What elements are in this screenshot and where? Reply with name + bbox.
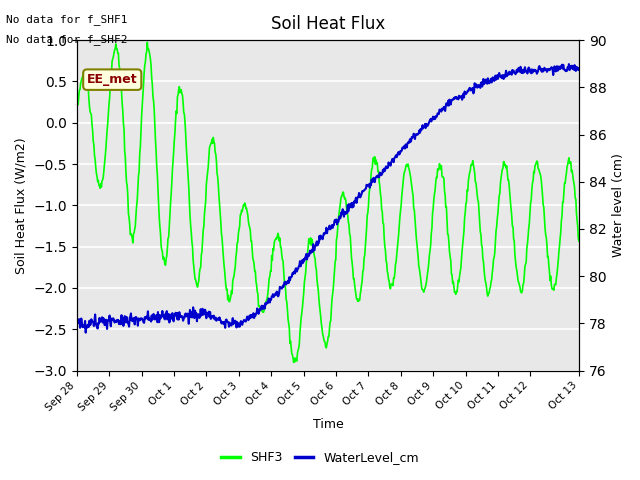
SHF3: [379, 220, 387, 226]
WaterLevel_cm: [104, 317, 112, 323]
SHF3: [394, 239, 402, 245]
SHF3: [290, 360, 298, 365]
Text: No data for f_SHF2: No data for f_SHF2: [6, 34, 128, 45]
WaterLevel_cm: [506, 69, 514, 75]
SHF3: [507, 200, 515, 205]
Title: Soil Heat Flux: Soil Heat Flux: [271, 15, 385, 33]
Text: No data for f_SHF1: No data for f_SHF1: [6, 14, 128, 25]
SHF3: [73, 104, 81, 110]
WaterLevel_cm: [378, 170, 386, 176]
SHF3: [575, 238, 583, 244]
WaterLevel_cm: [575, 67, 583, 73]
SHF3: [104, 121, 111, 127]
Line: SHF3: SHF3: [77, 42, 579, 362]
SHF3: [143, 39, 151, 45]
X-axis label: Time: Time: [312, 419, 343, 432]
Legend: SHF3, WaterLevel_cm: SHF3, WaterLevel_cm: [216, 446, 424, 469]
WaterLevel_cm: [394, 152, 401, 158]
SHF3: [366, 186, 374, 192]
Line: WaterLevel_cm: WaterLevel_cm: [77, 64, 579, 333]
Y-axis label: Water level (cm): Water level (cm): [612, 154, 625, 257]
WaterLevel_cm: [82, 330, 90, 336]
WaterLevel_cm: [365, 181, 373, 187]
Text: EE_met: EE_met: [87, 73, 138, 86]
SHF3: [455, 279, 463, 285]
WaterLevel_cm: [73, 320, 81, 326]
WaterLevel_cm: [565, 61, 573, 67]
WaterLevel_cm: [454, 96, 462, 102]
Y-axis label: Soil Heat Flux (W/m2): Soil Heat Flux (W/m2): [15, 137, 28, 274]
